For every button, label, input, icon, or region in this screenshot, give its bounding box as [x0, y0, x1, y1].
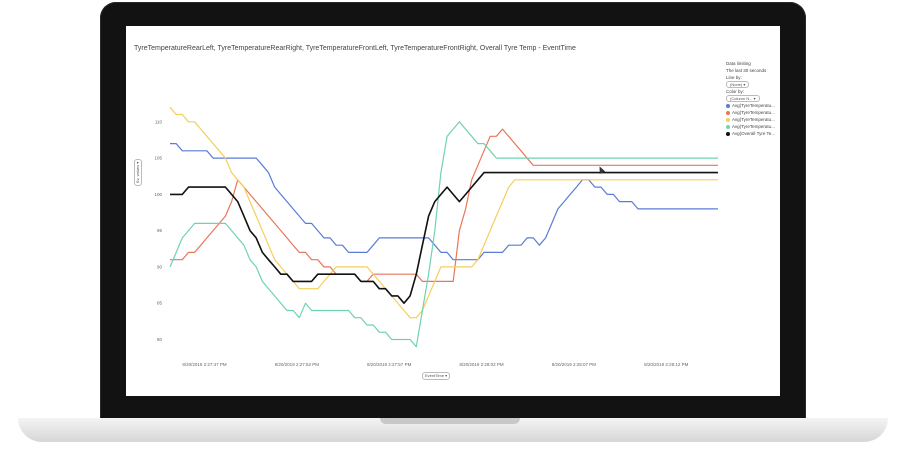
y-tick-label: 105	[154, 156, 162, 161]
laptop-hinge	[380, 418, 520, 424]
y-tick-label: 110	[155, 119, 163, 124]
series-line-3[interactable]	[169, 106, 718, 319]
x-tick-label: 8/20/2019 2:27:52 PM	[275, 362, 320, 367]
legend-swatch	[726, 131, 730, 136]
line-by-label: Line by:	[726, 75, 742, 80]
line-chart[interactable]: 80 85 90 95 100 105 110 8/20/2019 2:27:47 PM 8/…	[126, 26, 726, 396]
legend-label: Avg(TyreTemperatu...	[732, 117, 775, 122]
line-by-value: (None)	[730, 82, 743, 87]
legend-label: Avg(TyreTemperatu...	[732, 124, 775, 129]
x-tick-label: 8/20/2019 2:28:07 PM	[552, 362, 597, 367]
series-line-1[interactable]	[170, 142, 718, 261]
legend-item-1[interactable]: Avg(TyreTemperatu...	[726, 102, 780, 109]
legend-item-4[interactable]: Avg(TyreTemperatu...	[726, 123, 780, 130]
legend-item-3[interactable]: Avg(TyreTemperatu...	[726, 116, 780, 123]
y-tick-label: 95	[157, 228, 163, 233]
x-axis-label: EventTime	[425, 373, 444, 378]
legend-label: Avg(TyreTemperatu...	[732, 110, 775, 115]
y-tick-label: 100	[154, 192, 162, 197]
data-limiting-value: The last 30 seconds	[726, 68, 767, 73]
color-by-label: Color by:	[726, 89, 745, 94]
x-axis-selector[interactable]: EventTime ▾	[422, 372, 451, 380]
x-tick-label: 8/20/2019 2:28:12 PM	[644, 362, 689, 367]
legend-item-5[interactable]: Avg(Overall Tyre Te...	[726, 130, 780, 137]
series-line-4[interactable]	[169, 121, 718, 348]
legend-label: Avg(TyreTemperatu...	[732, 103, 775, 108]
x-tick-label: 8/20/2019 2:27:47 PM	[182, 362, 227, 367]
color-by-value: (Column N...	[730, 96, 753, 101]
screen: TyreTemperatureRearLeft, TyreTemperature…	[126, 26, 780, 396]
color-by-selector[interactable]: (Column N... ▾	[726, 95, 760, 102]
legend-swatch	[726, 110, 730, 115]
chart-title: TyreTemperatureRearLeft, TyreTemperature…	[134, 45, 576, 52]
legend-swatch	[726, 117, 730, 122]
y-tick-label: 85	[157, 301, 163, 306]
legend-panel: Data limiting The last 30 seconds Line b…	[726, 60, 780, 137]
x-tick-label: 8/20/2019 2:27:57 PM	[367, 362, 412, 367]
data-limiting-label: Data limiting	[726, 61, 751, 66]
x-tick-label: 8/20/2019 2:28:02 PM	[459, 362, 504, 367]
y-tick-label: 80	[157, 337, 163, 342]
legend-item-2[interactable]: Avg(TyreTemperatu...	[726, 109, 780, 116]
line-by-selector[interactable]: (None) ▾	[726, 81, 750, 88]
legend-swatch	[726, 124, 730, 129]
y-axis-selector[interactable]: Ev. values ▾	[134, 158, 142, 186]
legend-swatch	[726, 103, 730, 108]
series-line-5[interactable]	[170, 171, 718, 305]
series-line-2[interactable]	[170, 128, 718, 282]
y-axis-label: Ev. values	[135, 164, 140, 183]
legend: Avg(TyreTemperatu... Avg(TyreTemperatu...…	[726, 102, 780, 137]
legend-label: Avg(Overall Tyre Te...	[732, 131, 776, 136]
y-tick-label: 90	[157, 264, 163, 269]
